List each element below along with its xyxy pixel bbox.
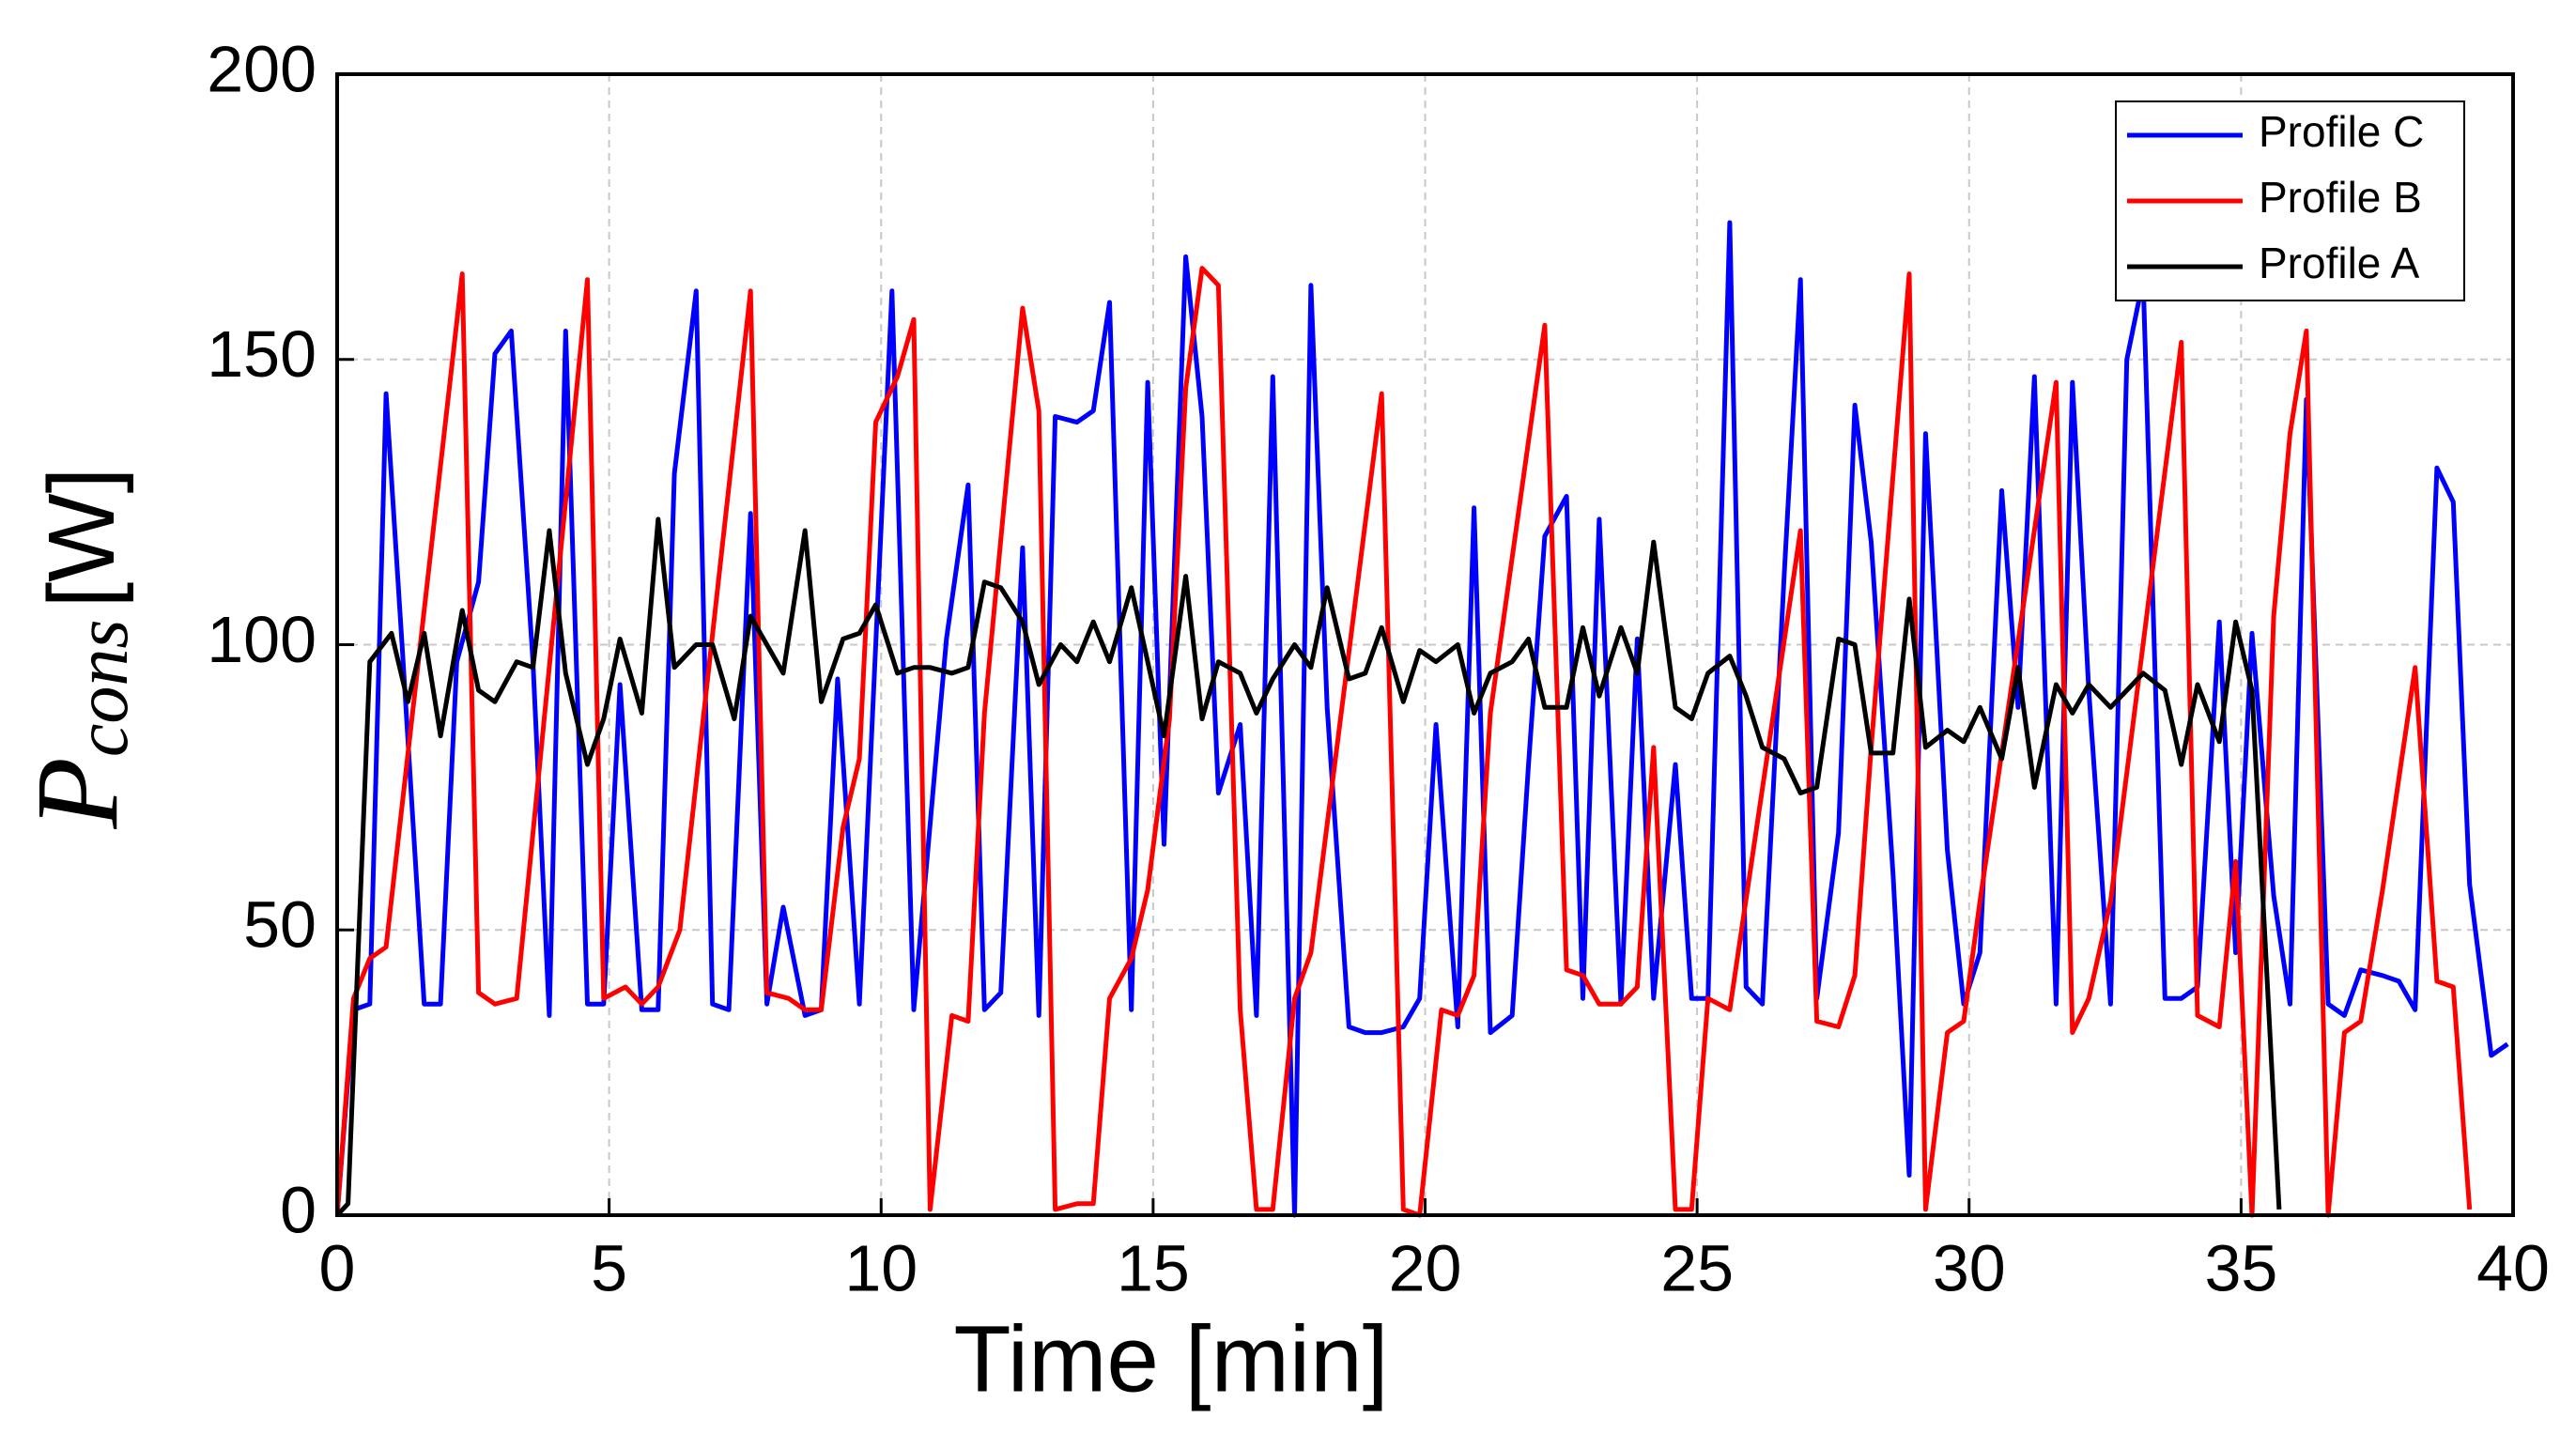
x-tick-label: 35 [2204,1231,2277,1304]
y-axis-label: Pcons [W] [13,468,145,830]
y-label-symbol: P [13,757,143,829]
x-tick-label: 30 [1933,1231,2006,1304]
x-tick-label: 5 [591,1231,627,1304]
series-line [337,266,2473,1218]
y-tick-label: 150 [207,317,316,391]
legend-label: Profile C [2259,107,2424,156]
plot-frame [335,72,2515,1217]
y-tick-label: 100 [207,603,316,676]
x-tick-label: 40 [2476,1231,2550,1304]
legend-label: Profile A [2259,239,2420,287]
y-tick-label: 200 [207,32,316,105]
y-label-unit: [W] [29,468,134,609]
plot-area [337,220,2509,1218]
y-label-subscript: cons [61,619,144,757]
series-line [337,220,2509,1218]
x-tick-label: 20 [1389,1231,1462,1304]
x-tick-label: 25 [1660,1231,1734,1304]
y-tick-label: 0 [280,1173,316,1246]
x-tick-label: 15 [1117,1231,1190,1304]
x-tick-label: 0 [319,1231,356,1304]
series-line [337,516,2282,1217]
y-tick-label: 50 [243,888,316,962]
x-tick-label: 10 [844,1231,918,1304]
legend-label: Profile B [2259,173,2422,222]
x-axis-label: Time [min] [954,1306,1389,1411]
